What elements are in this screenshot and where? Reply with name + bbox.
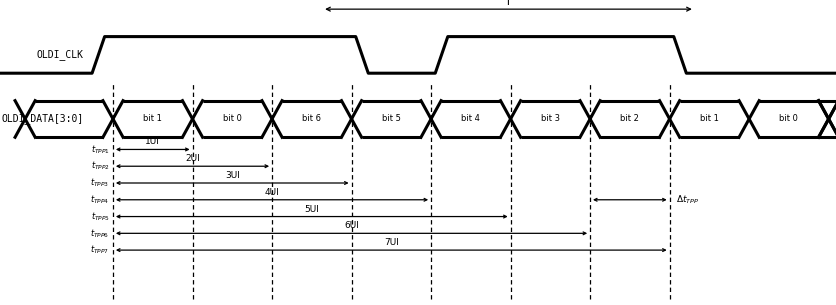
Text: 3UI: 3UI [225,171,239,180]
Text: T: T [504,0,512,7]
Text: $t_{TPP6}$: $t_{TPP6}$ [90,227,110,239]
Text: 4UI: 4UI [264,188,279,197]
Text: bit 5: bit 5 [381,114,400,124]
Text: $t_{TPP4}$: $t_{TPP4}$ [90,194,110,206]
Text: OLDI_CLK: OLDI_CLK [37,49,84,60]
Text: bit 2: bit 2 [619,114,639,124]
Text: $\Delta t_{TPP}$: $\Delta t_{TPP}$ [675,194,699,206]
Text: 1UI: 1UI [145,137,160,146]
Text: 6UI: 6UI [344,221,359,230]
Text: bit 3: bit 3 [540,114,559,124]
Text: bit 0: bit 0 [222,114,242,124]
Text: 5UI: 5UI [304,204,319,214]
Text: $t_{TPP5}$: $t_{TPP5}$ [90,210,110,223]
Text: 2UI: 2UI [185,154,200,163]
Text: bit 1: bit 1 [143,114,162,124]
Text: $t_{TPP2}$: $t_{TPP2}$ [90,160,110,172]
Text: bit 1: bit 1 [699,114,718,124]
Text: $t_{TPP7}$: $t_{TPP7}$ [90,244,110,256]
Text: bit 0: bit 0 [778,114,798,124]
Text: bit 6: bit 6 [302,114,321,124]
Text: bit 4: bit 4 [461,114,480,124]
Text: OLDI_DATA[3:0]: OLDI_DATA[3:0] [2,113,84,124]
Text: $t_{TPP1}$: $t_{TPP1}$ [90,143,110,156]
Text: 7UI: 7UI [384,238,398,247]
Text: $t_{TPP3}$: $t_{TPP3}$ [90,177,110,189]
